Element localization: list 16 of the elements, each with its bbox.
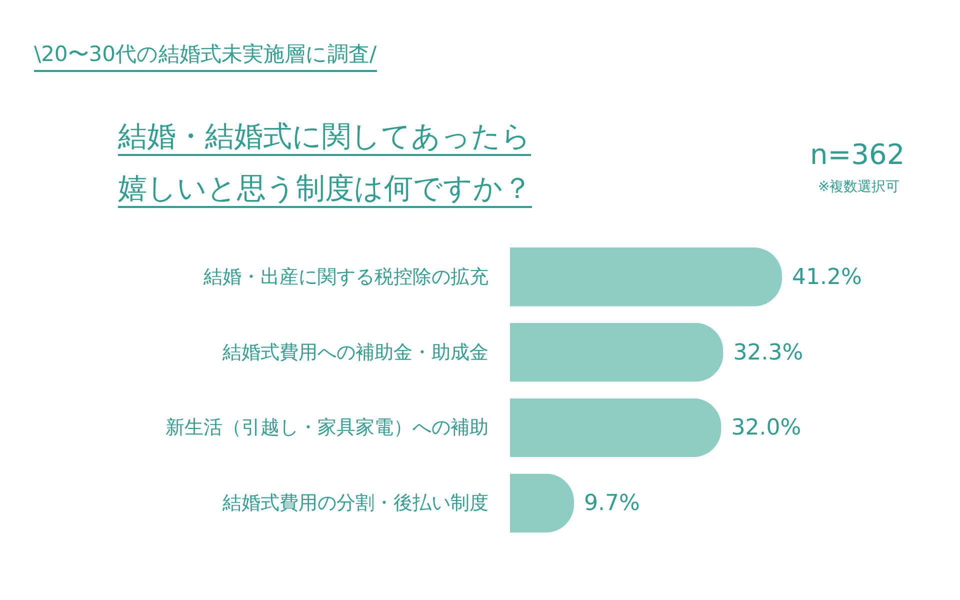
y-tick-label: 結婚式費用の分割・後払い制度 <box>222 492 488 514</box>
data-label: 32.3% <box>733 340 804 366</box>
text: ※複数選択可 <box>818 178 900 196</box>
data-label: 9.7% <box>584 491 640 516</box>
text: \20〜30代の結婚式未実施層に調査/ <box>34 40 377 72</box>
bar <box>510 398 722 458</box>
data-label: 41.2% <box>792 264 862 290</box>
y-tick-label: 結婚・出産に関する税控除の拡充 <box>202 266 488 288</box>
y-tick-label: 新生活（引越し・家具家電）への補助 <box>166 416 488 439</box>
data-label: 32.0% <box>731 416 802 441</box>
bar <box>510 322 724 382</box>
bar <box>510 474 574 532</box>
bar <box>510 248 782 306</box>
text: n=362 <box>810 138 905 171</box>
chart-title: 結婚・結婚式に関してあったら嬉しいと思う制度は何ですか？ <box>118 119 532 205</box>
y-tick-label: 結婚式費用への補助金・助成金 <box>222 341 488 364</box>
